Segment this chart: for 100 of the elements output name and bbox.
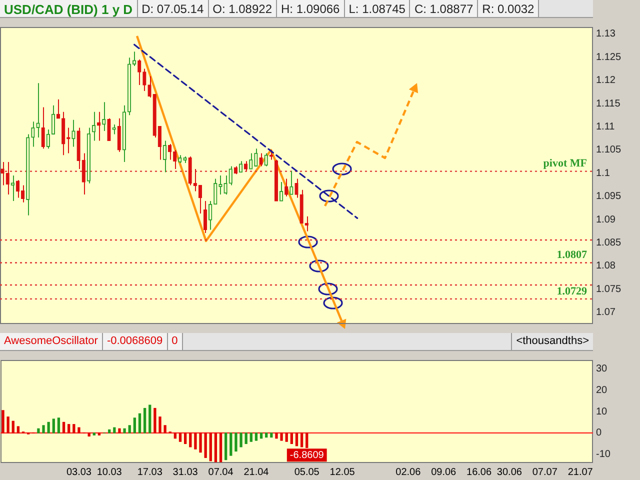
text: L: 1.08745 (344, 0, 410, 17)
text: <thousandths> (511, 333, 593, 350)
candlestick (279, 181, 284, 202)
x-tick-label: 10.03 (96, 466, 122, 478)
candlestick (107, 118, 111, 142)
candlestick (56, 98, 60, 119)
candlestick (284, 178, 288, 197)
x-tick-label: 12.05 (330, 466, 356, 478)
y-tick-label: -10 (596, 449, 611, 460)
y-tick-label: 20 (596, 384, 608, 396)
bar (133, 418, 136, 434)
candlestick (208, 200, 212, 230)
y-tick-label: 1.125 (596, 52, 622, 63)
bar (118, 428, 121, 434)
chart-title: AwesomeOscillator (0, 333, 103, 350)
bar (57, 418, 60, 434)
candlestick (162, 140, 167, 173)
candlestick (203, 200, 208, 234)
bar (178, 432, 182, 442)
bar (174, 432, 177, 439)
candlestick (138, 58, 142, 86)
bar (240, 432, 242, 448)
y-tick-label: 1.09 (596, 214, 616, 226)
bar (295, 432, 298, 446)
text: -0.0068609 (102, 333, 168, 350)
bar (68, 424, 70, 434)
y-tick-label: 1.07 (596, 307, 616, 318)
text: R: 0.0032 (478, 0, 540, 17)
bar (280, 432, 283, 441)
text: H: 1.09066 (277, 0, 345, 17)
candlestick (82, 152, 86, 196)
text: C: 1.08877 (410, 0, 478, 17)
bar (209, 432, 212, 462)
bar (62, 422, 66, 434)
text: 0 (168, 333, 183, 350)
bar (199, 432, 202, 453)
bar (123, 428, 126, 434)
data-label: -6.8609 (290, 450, 324, 461)
candlestick (31, 121, 35, 148)
bar (138, 413, 142, 434)
candlestick (51, 104, 56, 135)
bar (6, 416, 10, 434)
candlestick (148, 76, 152, 98)
bar (254, 432, 258, 441)
bar (113, 427, 116, 434)
x-tick-label: 30.06 (496, 466, 522, 478)
bar (260, 432, 263, 439)
y-tick-label: 1.12 (596, 75, 616, 86)
bar (219, 432, 222, 462)
x-tick-label: 09.06 (431, 466, 457, 478)
candlestick (173, 149, 177, 170)
bar (214, 432, 218, 462)
bar (2, 410, 4, 434)
bar (290, 432, 293, 444)
bar (204, 432, 207, 458)
bar (16, 426, 20, 434)
bar (265, 432, 268, 438)
candlestick (214, 178, 218, 205)
text: D: 07.05.14 (138, 0, 209, 17)
x-tick-label: 21.07 (568, 466, 594, 478)
bar (154, 408, 156, 434)
bar (184, 432, 187, 444)
candlestick (290, 170, 294, 196)
ref-line-label: 1.0807 (556, 249, 588, 262)
x-tick-label: 02.06 (396, 466, 422, 478)
bar (52, 418, 55, 434)
y-tick-label: 1.11 (596, 122, 616, 133)
bar (148, 404, 152, 434)
bar (189, 432, 192, 448)
bar (143, 408, 146, 434)
y-tick-label: 1.105 (596, 144, 622, 156)
bar (230, 432, 232, 456)
bar (285, 432, 288, 442)
bar (164, 425, 166, 434)
bar (72, 424, 76, 434)
candlestick (112, 124, 116, 135)
y-tick-label: 1.085 (596, 238, 622, 249)
candlestick (254, 148, 258, 167)
candlestick (66, 127, 70, 154)
bar (250, 432, 252, 442)
y-tick-label: 1.075 (596, 284, 622, 295)
x-tick-label: 21.04 (244, 466, 270, 478)
y-tick-label: 10 (596, 406, 608, 418)
x-tick-label: 31.03 (172, 466, 198, 478)
bar (42, 425, 45, 434)
bar (92, 432, 96, 436)
bar (108, 429, 111, 434)
bar (275, 432, 278, 439)
bar (37, 428, 40, 434)
candlestick (249, 152, 253, 170)
candlestick (0, 162, 4, 186)
bar (194, 432, 197, 450)
x-tick-label: 17.03 (137, 466, 163, 478)
y-tick-label: 1.115 (596, 98, 621, 110)
x-tick-label: 07.07 (532, 466, 558, 478)
candlestick (142, 68, 146, 92)
x-tick-label: 05.05 (294, 466, 320, 478)
ref-line-label: 1.0729 (556, 285, 588, 298)
x-tick-label: 03.03 (66, 466, 92, 478)
text: O: 1.08922 (208, 0, 278, 17)
